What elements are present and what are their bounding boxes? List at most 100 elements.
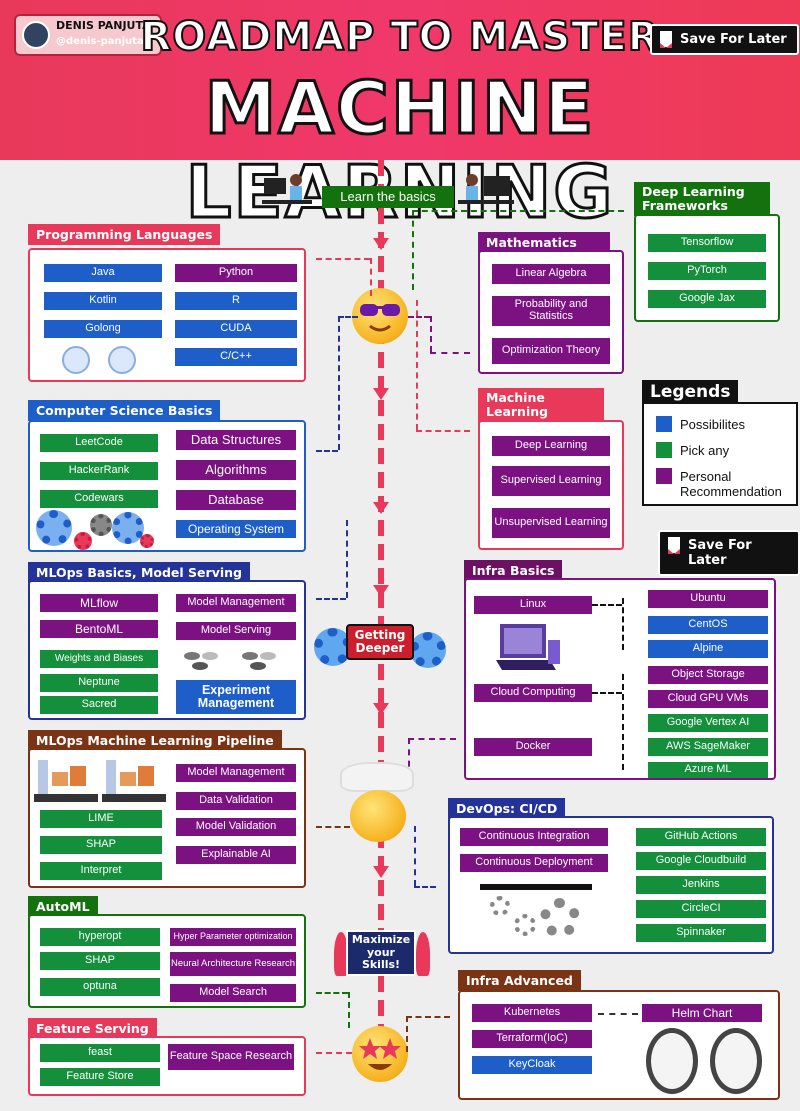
chip-vertex-ai[interactable]: Google Vertex AI [648,714,768,732]
chip-ci[interactable]: Continuous Integration [460,828,608,846]
section-infra-basics: Linux Cloud Computing Docker Ubuntu Cent… [464,578,776,780]
chip-codewars[interactable]: Codewars [40,490,158,508]
connector [406,1016,408,1052]
chip-feature-space-research[interactable]: Feature Space Research [168,1044,294,1070]
server-stack-icon [180,646,290,674]
chip-alpine[interactable]: Alpine [648,640,768,658]
gear-icon [540,898,580,938]
chip-lime[interactable]: LIME [40,810,162,828]
chip-hyperopt[interactable]: hyperopt [40,928,160,946]
chip-tensorflow[interactable]: Tensorflow [648,234,766,252]
save-for-later-button[interactable]: Save For Later [650,24,799,55]
chip-jenkins[interactable]: Jenkins [636,876,766,894]
section-title-automl: AutoML [28,896,98,917]
getting-deeper-badge: Getting Deeper [346,624,414,660]
chip-circleci[interactable]: CircleCI [636,900,766,918]
helm-ring-icon [710,1028,762,1094]
chip-experiment-management[interactable]: Experiment Management [176,680,296,714]
chip-database[interactable]: Database [176,490,296,510]
conveyor-icon [102,756,166,812]
chip-data-validation[interactable]: Data Validation [176,792,296,810]
chip-data-structures[interactable]: Data Structures [176,430,296,450]
chip-hyperparam-opt[interactable]: Hyper Parameter optimization [170,928,296,946]
chip-docker[interactable]: Docker [474,738,592,756]
legend-swatch-green [656,442,672,458]
save-for-later-button-2[interactable]: Save For Later [658,530,800,576]
chip-r[interactable]: R [175,292,297,310]
chip-feature-store[interactable]: Feature Store [40,1068,160,1086]
code-badge-icon [62,346,90,374]
chip-feast[interactable]: feast [40,1044,160,1062]
author-card[interactable]: DENIS PANJUTA @denis-panjuta [14,14,162,56]
chip-terraform[interactable]: Terraform(IoC) [472,1030,592,1048]
chip-algorithms[interactable]: Algorithms [176,460,296,480]
arrow-down-icon [373,585,389,597]
chip-deep-learning[interactable]: Deep Learning [492,436,610,456]
section-title-dl-frameworks: Deep Learning Frameworks [634,182,770,216]
chip-object-storage[interactable]: Object Storage [648,666,768,684]
arrow-down-icon [373,388,389,400]
chip-neptune[interactable]: Neptune [40,674,158,692]
chip-shap[interactable]: SHAP [40,836,162,854]
chip-cuda[interactable]: CUDA [175,320,297,338]
chip-spinnaker[interactable]: Spinnaker [636,924,766,942]
chip-linux[interactable]: Linux [474,596,592,614]
chip-pytorch[interactable]: PyTorch [648,262,766,280]
section-ml-basics: Deep Learning Supervised Learning Unsupe… [478,420,624,550]
legend-title: Legends [642,380,739,404]
chip-leetcode[interactable]: LeetCode [40,434,158,452]
chip-nas[interactable]: Neural Architecture Research [170,952,296,976]
chip-centos[interactable]: CentOS [648,616,768,634]
chip-optuna[interactable]: optuna [40,978,160,996]
chip-cpp[interactable]: C/C++ [175,348,297,366]
chip-azure-ml[interactable]: Azure ML [648,762,768,778]
chip-cd[interactable]: Continuous Deployment [460,854,608,872]
chip-cloudbuild[interactable]: Google Cloudbuild [636,852,766,870]
gear-icon [74,532,92,550]
section-title-mlops-basics: MLOps Basics, Model Serving [28,562,250,583]
legend-label: Pick any [680,443,730,458]
chip-hackerrank[interactable]: HackerRank [40,462,158,480]
chip-kubernetes[interactable]: Kubernetes [472,1004,592,1022]
chip-linear-algebra[interactable]: Linear Algebra [492,264,610,284]
chip-unsupervised[interactable]: Unsupervised Learning [492,508,610,538]
chip-java[interactable]: Java [44,264,162,282]
chip-bentoml[interactable]: BentoML [40,620,158,638]
chip-probability[interactable]: Probability and Statistics [492,296,610,326]
chip-sagemaker[interactable]: AWS SageMaker [648,738,768,756]
explosion-cloud-icon [342,764,412,790]
connector [598,1013,638,1015]
connector [316,450,338,452]
chip-interpret[interactable]: Interpret [40,862,162,880]
chip-cloud-computing[interactable]: Cloud Computing [474,684,592,702]
chip-keycloak[interactable]: KeyCloak [472,1056,592,1074]
chip-ubuntu[interactable]: Ubuntu [648,590,768,608]
chip-mlflow[interactable]: MLflow [40,594,158,612]
chip-github-actions[interactable]: GitHub Actions [636,828,766,846]
chip-pipeline-model-management[interactable]: Model Management [176,764,296,782]
chip-kotlin[interactable]: Kotlin [44,292,162,310]
author-name: DENIS PANJUTA [56,19,151,32]
chip-golong[interactable]: Golong [44,320,162,338]
chip-weights-biases[interactable]: Weights and Biases [40,650,158,668]
chip-model-management[interactable]: Model Management [176,594,296,612]
chip-model-search[interactable]: Model Search [170,984,296,1002]
chip-model-validation[interactable]: Model Validation [176,818,296,836]
chip-helm-chart[interactable]: Helm Chart [642,1004,762,1022]
chip-google-jax[interactable]: Google Jax [648,290,766,308]
chip-automl-shap[interactable]: SHAP [40,952,160,970]
learn-basics-label[interactable]: Learn the basics [322,186,454,208]
section-pipeline: Model Management Data Validation Model V… [28,748,306,888]
chip-sacred[interactable]: Sacred [40,696,158,714]
chip-explainable-ai[interactable]: Explainable AI [176,846,296,864]
section-title-devops: DevOps: CI/CD [448,798,566,819]
chip-cloud-gpu[interactable]: Cloud GPU VMs [648,690,768,708]
gear-icon [514,914,536,936]
chip-optimization[interactable]: Optimization Theory [492,338,610,364]
chip-python[interactable]: Python [175,264,297,282]
chip-operating-system[interactable]: Operating System [176,520,296,538]
section-title-infra-basics: Infra Basics [464,560,563,581]
chip-supervised[interactable]: Supervised Learning [492,466,610,496]
chip-model-serving[interactable]: Model Serving [176,622,296,640]
save-label: Save For Later [688,538,752,568]
